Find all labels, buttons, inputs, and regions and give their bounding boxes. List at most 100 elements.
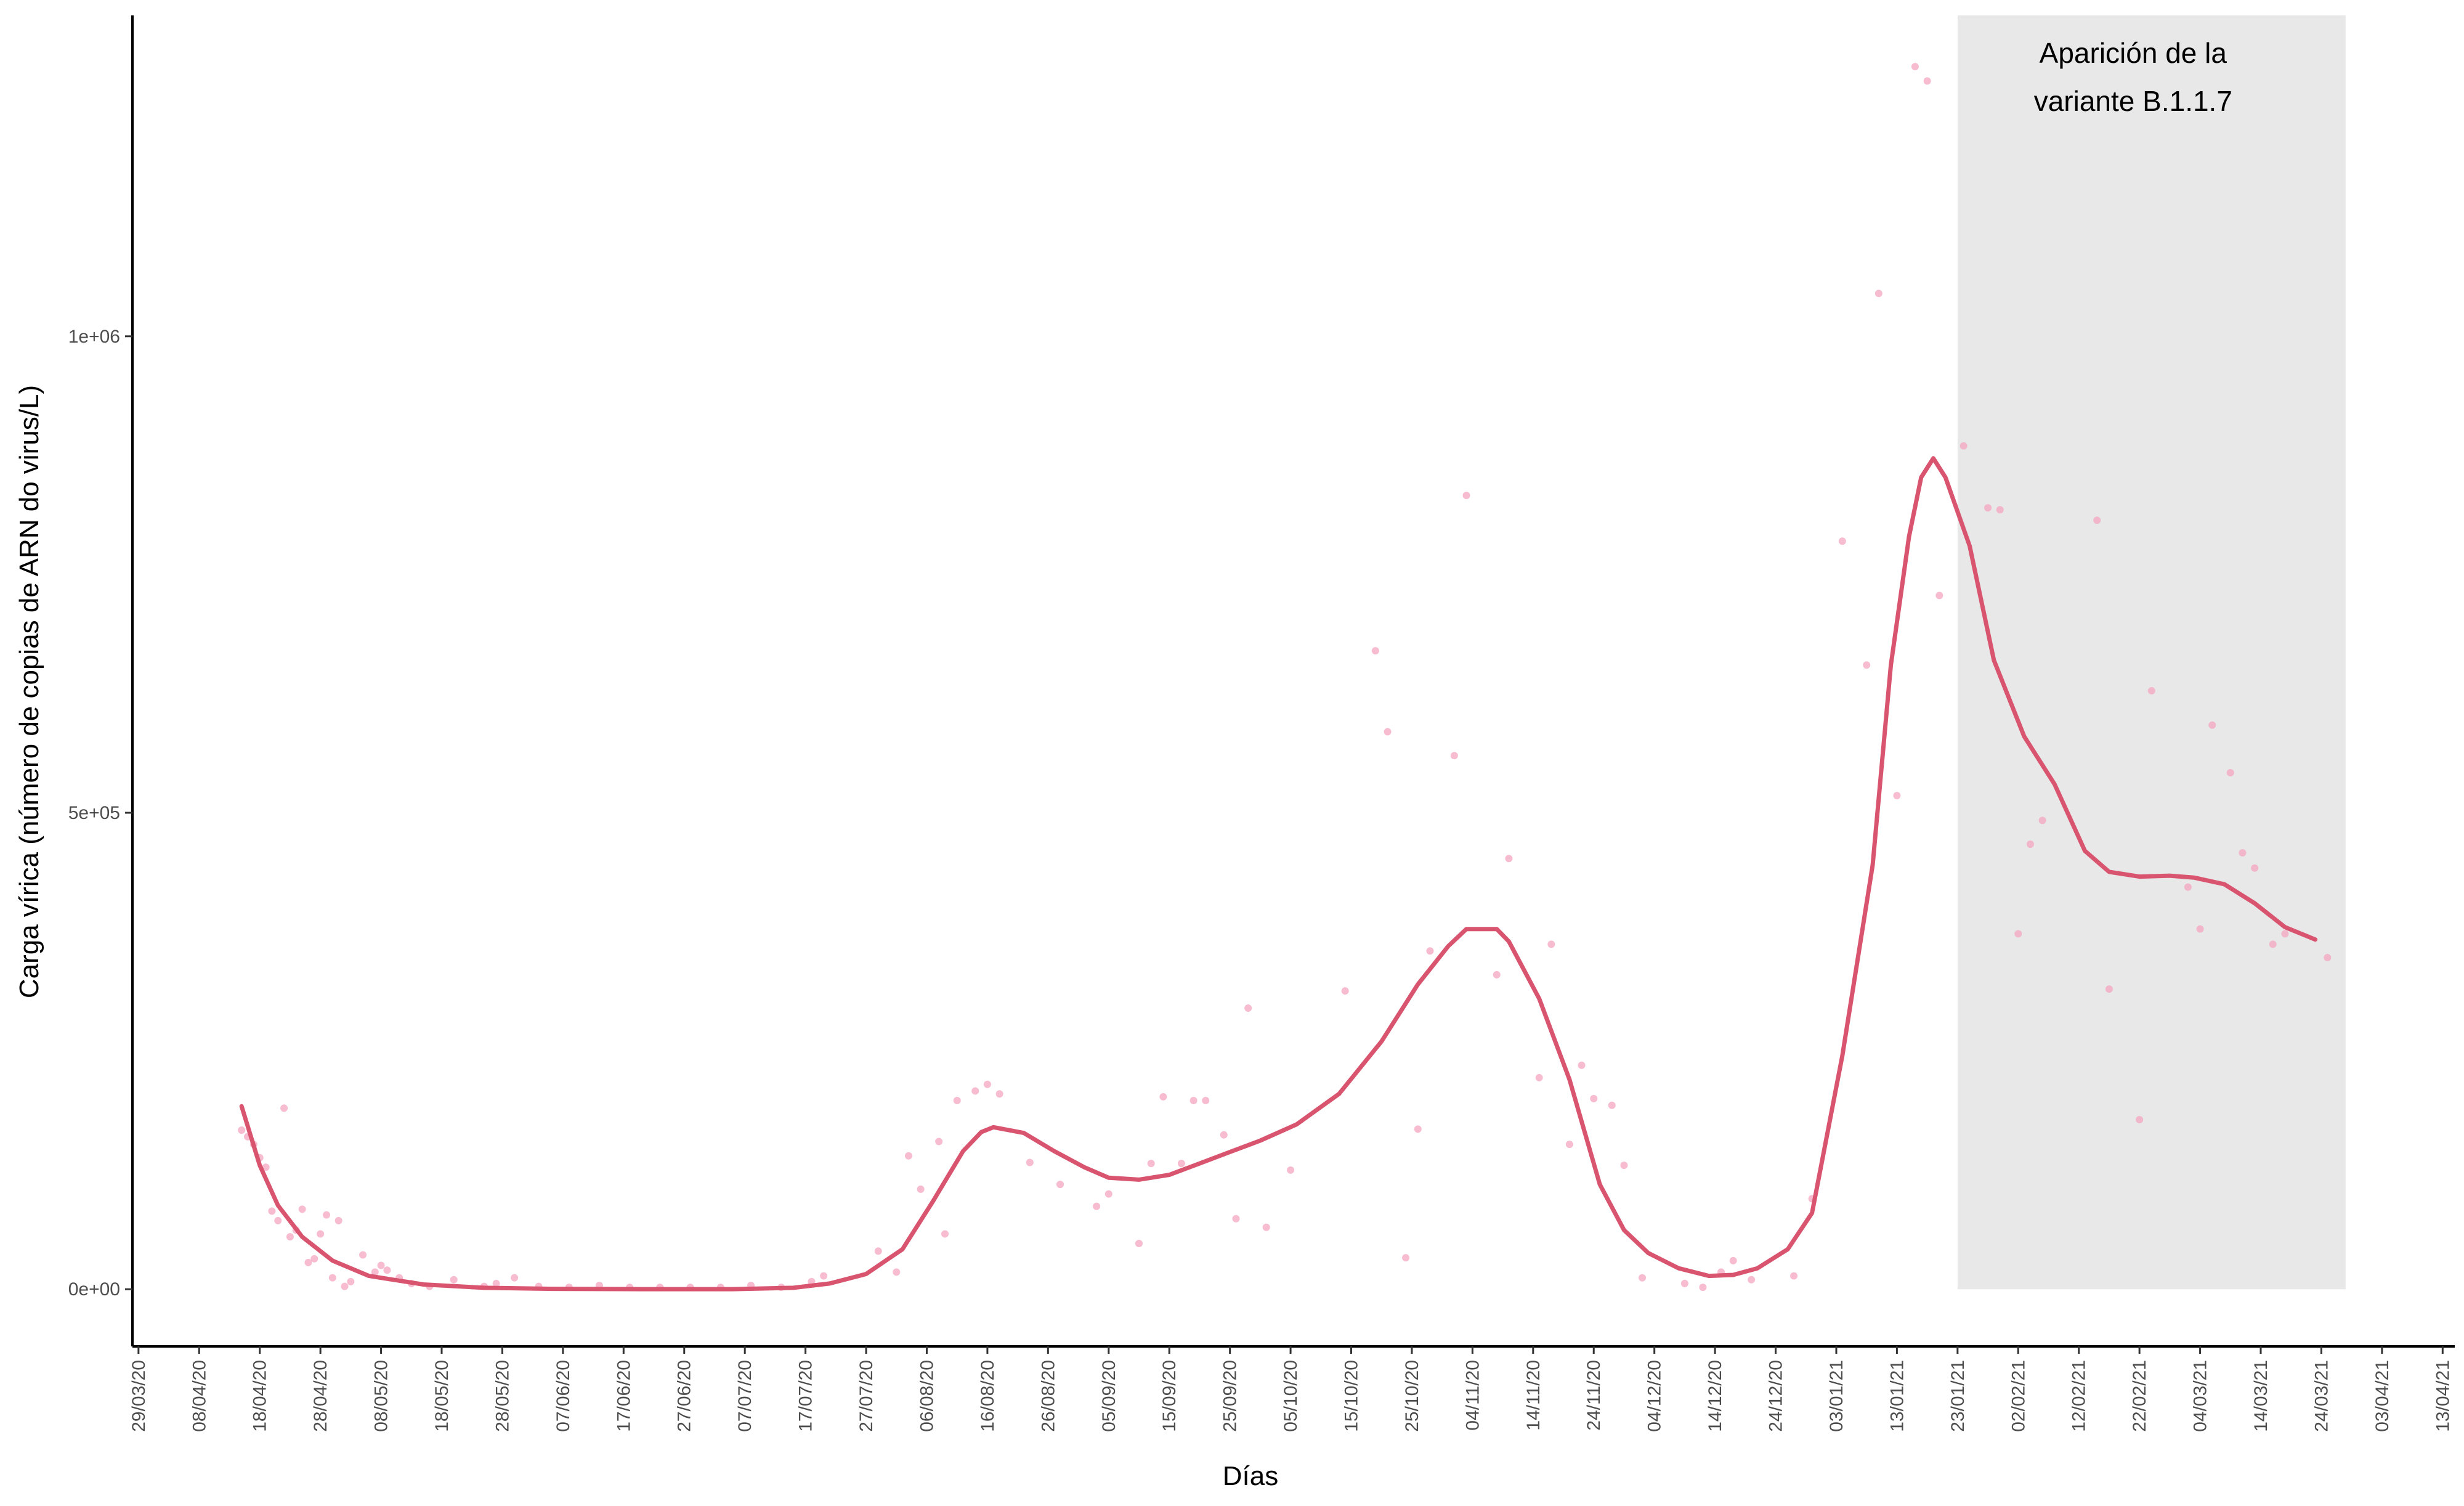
data-point	[1232, 1215, 1240, 1223]
x-tick-label: 17/06/20	[614, 1360, 634, 1432]
data-point	[2038, 816, 2046, 824]
x-tick-label: 28/05/20	[492, 1360, 513, 1432]
data-point	[1578, 1061, 1586, 1069]
data-point	[1590, 1094, 1598, 1102]
trend-line	[239, 456, 2318, 1292]
data-point	[995, 1090, 1003, 1098]
data-point	[1893, 792, 1901, 800]
data-point	[1371, 647, 1379, 655]
x-tick-label: 24/11/20	[1584, 1360, 1604, 1431]
data-point	[511, 1274, 519, 1282]
data-point	[1402, 1254, 1410, 1262]
data-point	[383, 1266, 391, 1274]
x-tick-label: 04/12/20	[1645, 1360, 1665, 1432]
x-tick-label: 12/02/21	[2069, 1360, 2089, 1432]
x-tick-label: 18/04/20	[250, 1360, 270, 1432]
data-point	[274, 1216, 282, 1224]
x-tick-label: 25/10/20	[1402, 1360, 1422, 1432]
data-point	[317, 1230, 325, 1238]
data-point	[2324, 954, 2332, 962]
data-point	[893, 1268, 901, 1276]
x-axis-title: Días	[1223, 1461, 1278, 1491]
x-tick-label: 23/01/21	[1948, 1360, 1968, 1432]
data-point	[1547, 940, 1555, 948]
data-point	[359, 1251, 367, 1259]
x-tick-label: 03/04/21	[2372, 1360, 2393, 1432]
data-point	[1104, 1190, 1112, 1198]
data-point	[1135, 1239, 1143, 1247]
data-point	[2105, 985, 2113, 993]
x-tick-label: 15/09/20	[1159, 1360, 1180, 1432]
data-point	[874, 1247, 882, 1255]
data-point	[917, 1185, 925, 1193]
data-point	[1608, 1101, 1616, 1109]
x-tick-label: 06/08/20	[917, 1360, 937, 1432]
x-tick-label: 24/03/21	[2311, 1360, 2332, 1432]
data-point	[1056, 1181, 1064, 1189]
data-point	[1287, 1166, 1295, 1174]
data-point	[1505, 855, 1513, 863]
data-point	[1620, 1162, 1628, 1170]
data-point	[1147, 1160, 1155, 1168]
data-point	[1699, 1284, 1707, 1292]
data-point	[2184, 883, 2192, 891]
data-point	[1189, 1097, 1198, 1105]
data-point	[334, 1216, 342, 1224]
data-point	[2251, 864, 2259, 872]
data-point	[341, 1282, 349, 1290]
data-point	[1748, 1276, 1756, 1284]
x-tick-label: 13/04/21	[2433, 1360, 2453, 1432]
x-tick-label: 18/05/20	[432, 1360, 452, 1432]
shaded-region-label: variante B.1.1.7	[2034, 85, 2232, 117]
data-point	[1493, 971, 1501, 979]
data-point	[1177, 1160, 1185, 1168]
x-tick-label: 25/09/20	[1220, 1360, 1241, 1432]
shaded-region	[1957, 15, 2346, 1290]
x-tick-label: 07/06/20	[553, 1360, 573, 1432]
x-tick-label: 03/01/21	[1826, 1360, 1847, 1432]
x-tick-label: 17/07/20	[796, 1360, 816, 1432]
data-point	[971, 1087, 979, 1095]
y-tick-label: 0e+00	[68, 1279, 120, 1300]
data-point	[328, 1274, 336, 1282]
data-point	[1729, 1256, 1737, 1264]
data-point	[1923, 77, 1931, 85]
data-point	[1790, 1272, 1798, 1280]
x-tick-label: 04/03/21	[2190, 1360, 2211, 1432]
data-point	[1565, 1141, 1573, 1149]
x-tick-label: 22/02/21	[2130, 1360, 2150, 1432]
data-point	[1244, 1004, 1252, 1012]
x-tick-label: 27/06/20	[675, 1360, 695, 1432]
x-tick-label: 16/08/20	[978, 1360, 998, 1432]
data-point	[2269, 940, 2277, 948]
data-point	[1093, 1202, 1101, 1210]
data-point	[280, 1104, 288, 1112]
data-point	[1984, 504, 1992, 512]
x-tick-label: 04/11/20	[1462, 1360, 1483, 1431]
data-point	[322, 1211, 330, 1219]
data-point	[2136, 1115, 2144, 1123]
data-point	[1426, 947, 1434, 955]
data-point	[304, 1258, 312, 1266]
x-tick-label: 13/01/21	[1887, 1360, 1907, 1432]
data-point	[1911, 63, 1919, 71]
data-point	[1159, 1093, 1167, 1101]
data-point	[310, 1255, 318, 1263]
data-point	[1262, 1223, 1270, 1231]
data-point	[1341, 987, 1349, 995]
data-point	[347, 1277, 355, 1285]
data-point	[2281, 930, 2289, 938]
x-tick-label: 27/07/20	[856, 1360, 877, 1432]
data-point	[2239, 849, 2247, 857]
x-tick-label: 14/12/20	[1705, 1360, 1725, 1432]
data-point	[492, 1279, 500, 1287]
x-tick-label: 14/11/20	[1523, 1360, 1544, 1431]
data-point	[1874, 290, 1882, 298]
x-tick-label: 24/12/20	[1766, 1360, 1786, 1432]
variant-period-region: Aparición de la variante B.1.1.7	[1957, 15, 2346, 1290]
data-point	[1838, 537, 1846, 545]
data-point	[1384, 728, 1392, 736]
data-point	[1996, 506, 2004, 514]
